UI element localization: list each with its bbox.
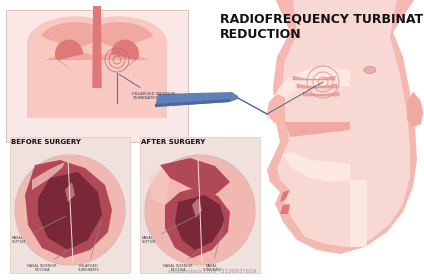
Polygon shape	[280, 190, 290, 202]
Polygon shape	[285, 122, 350, 137]
Polygon shape	[65, 182, 75, 202]
Polygon shape	[27, 88, 167, 118]
Text: NASAL
TURBINATE: NASAL TURBINATE	[202, 221, 224, 272]
Polygon shape	[293, 76, 335, 80]
Polygon shape	[165, 188, 230, 258]
Polygon shape	[277, 0, 410, 247]
Circle shape	[15, 155, 125, 265]
Polygon shape	[192, 198, 202, 218]
Text: ENLARGED
TURBINATES: ENLARGED TURBINATES	[77, 221, 101, 272]
Polygon shape	[92, 6, 102, 116]
Circle shape	[145, 155, 254, 265]
Text: BEFORE SURGERY: BEFORE SURGERY	[11, 139, 81, 145]
Polygon shape	[148, 165, 170, 205]
Polygon shape	[38, 172, 102, 250]
Text: NASAL INFERIOR
MUCOSA: NASAL INFERIOR MUCOSA	[27, 247, 73, 272]
Polygon shape	[175, 195, 225, 250]
Polygon shape	[267, 0, 417, 254]
Text: RADIOFREQUENCY TURBINATE
REDUCTION: RADIOFREQUENCY TURBINATE REDUCTION	[220, 12, 424, 41]
Polygon shape	[303, 92, 339, 96]
Polygon shape	[267, 94, 285, 124]
Polygon shape	[160, 158, 230, 195]
Text: NASAL
SEPTUM: NASAL SEPTUM	[12, 216, 66, 244]
FancyBboxPatch shape	[6, 10, 188, 142]
Polygon shape	[155, 92, 232, 107]
Circle shape	[145, 155, 255, 265]
Polygon shape	[297, 84, 337, 88]
FancyBboxPatch shape	[10, 137, 130, 273]
Polygon shape	[32, 162, 65, 190]
Text: NASAL INFERIOR
MUCOSA: NASAL INFERIOR MUCOSA	[163, 247, 203, 272]
Polygon shape	[25, 160, 112, 258]
Ellipse shape	[364, 67, 376, 74]
Polygon shape	[280, 204, 290, 214]
Polygon shape	[283, 152, 350, 182]
Circle shape	[16, 155, 125, 265]
Polygon shape	[41, 22, 109, 60]
Polygon shape	[55, 39, 83, 73]
FancyBboxPatch shape	[140, 137, 260, 273]
Polygon shape	[85, 22, 153, 60]
Polygon shape	[230, 92, 238, 102]
Text: AFTER SURGERY: AFTER SURGERY	[141, 139, 205, 145]
Polygon shape	[111, 39, 139, 73]
Polygon shape	[407, 92, 423, 127]
Polygon shape	[155, 99, 230, 107]
Polygon shape	[27, 17, 167, 118]
Text: NASAL
SEPTUM: NASAL SEPTUM	[142, 216, 195, 244]
Text: shutterstock.com · 2138937659: shutterstock.com · 2138937659	[168, 269, 256, 274]
Polygon shape	[350, 180, 367, 247]
Polygon shape	[267, 67, 350, 120]
Text: ENLARGED INFERIOR
TURBINATES: ENLARGED INFERIOR TURBINATES	[119, 74, 175, 100]
